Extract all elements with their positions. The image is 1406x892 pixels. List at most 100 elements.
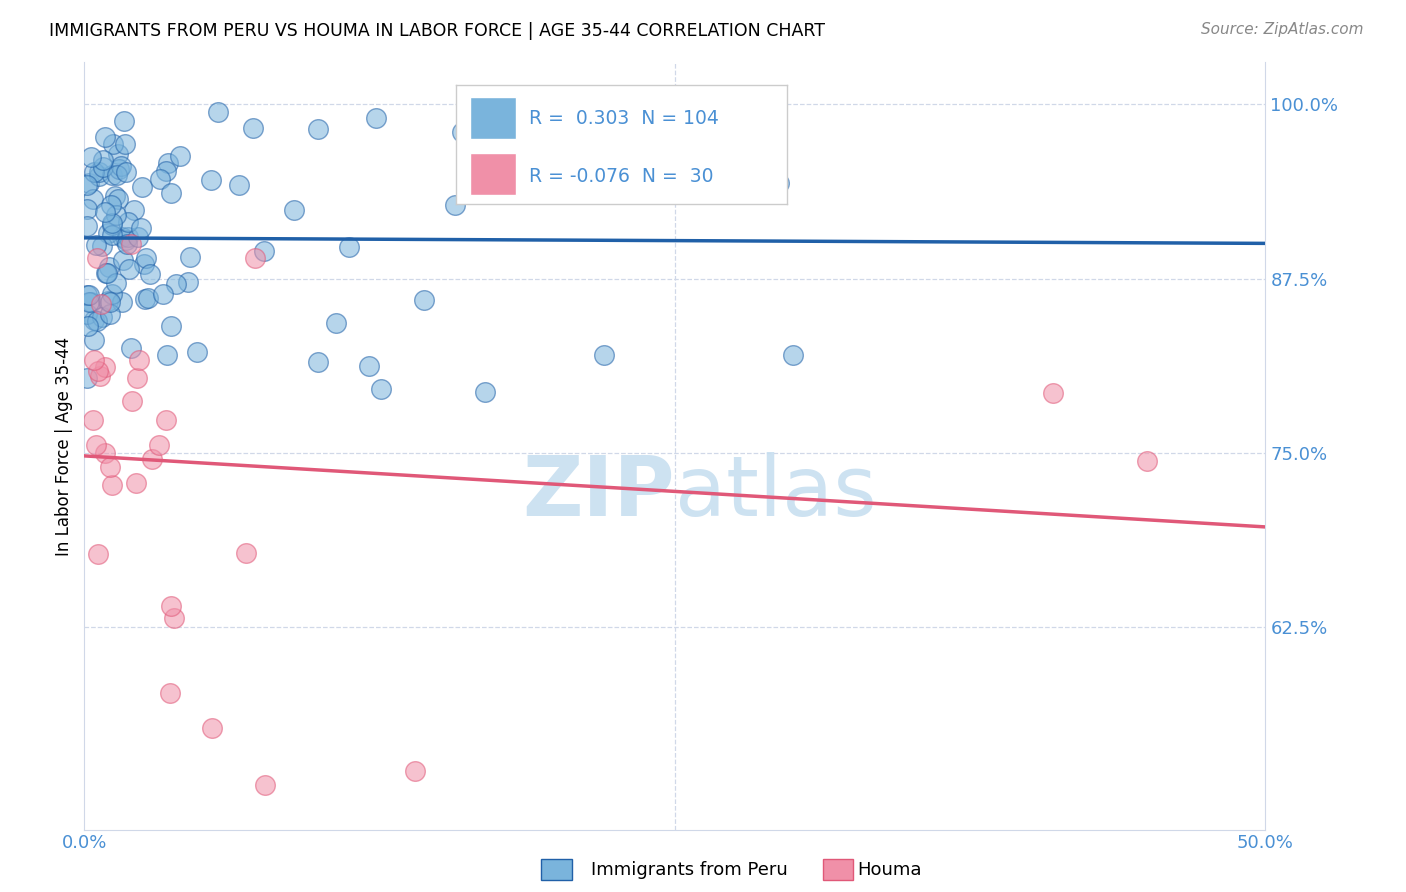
Point bbox=[76, 202, 98, 216]
Point bbox=[83, 165, 105, 179]
Point bbox=[122, 203, 145, 218]
Point bbox=[100, 287, 122, 301]
Point bbox=[359, 359, 381, 373]
Point bbox=[100, 216, 122, 230]
Point bbox=[111, 230, 134, 244]
Point bbox=[135, 251, 157, 265]
Point bbox=[83, 312, 105, 326]
Point bbox=[110, 295, 132, 310]
Point bbox=[155, 164, 177, 178]
Point bbox=[165, 277, 187, 291]
Point bbox=[111, 253, 134, 268]
Point bbox=[96, 267, 118, 281]
Point bbox=[76, 319, 98, 334]
Point bbox=[131, 180, 153, 194]
Point bbox=[148, 438, 170, 452]
Point bbox=[108, 161, 131, 176]
Point bbox=[370, 382, 392, 396]
Point bbox=[89, 368, 111, 383]
Point bbox=[93, 160, 115, 174]
Point bbox=[283, 202, 305, 217]
Text: Houma: Houma bbox=[858, 861, 922, 879]
Point bbox=[176, 276, 198, 290]
Text: Source: ZipAtlas.com: Source: ZipAtlas.com bbox=[1201, 22, 1364, 37]
Point bbox=[86, 251, 108, 265]
Point bbox=[89, 165, 111, 179]
Point bbox=[121, 394, 143, 409]
Point bbox=[235, 546, 257, 560]
Point bbox=[82, 413, 104, 427]
Point bbox=[76, 371, 98, 385]
Point bbox=[254, 777, 277, 791]
Point bbox=[156, 156, 179, 170]
Point bbox=[160, 186, 183, 200]
Point bbox=[76, 307, 98, 321]
Point bbox=[228, 178, 250, 192]
Point bbox=[768, 176, 790, 190]
Text: ZIP: ZIP bbox=[523, 451, 675, 533]
Point bbox=[186, 345, 208, 359]
Point bbox=[100, 307, 122, 321]
Point bbox=[90, 310, 112, 324]
Point bbox=[77, 176, 100, 190]
Point bbox=[98, 295, 121, 310]
Point bbox=[149, 172, 172, 186]
Point bbox=[159, 685, 181, 699]
Point bbox=[114, 165, 136, 179]
Point bbox=[253, 244, 276, 259]
Point bbox=[86, 314, 108, 328]
Point bbox=[101, 169, 124, 183]
Point bbox=[128, 352, 150, 367]
Point bbox=[94, 204, 117, 219]
Point bbox=[94, 446, 117, 460]
Point bbox=[243, 251, 266, 265]
Point bbox=[242, 121, 264, 136]
Point bbox=[107, 147, 129, 161]
Y-axis label: In Labor Force | Age 35-44: In Labor Force | Age 35-44 bbox=[55, 336, 73, 556]
Point bbox=[155, 413, 177, 427]
Point bbox=[80, 150, 103, 164]
Point bbox=[201, 721, 224, 735]
Point bbox=[120, 341, 142, 355]
Point bbox=[134, 292, 156, 306]
Point bbox=[101, 227, 124, 242]
Point bbox=[413, 293, 436, 308]
Point bbox=[120, 237, 142, 252]
Point bbox=[82, 192, 104, 206]
Point bbox=[131, 221, 153, 235]
Point bbox=[115, 236, 138, 251]
Point bbox=[79, 288, 101, 302]
Text: Immigrants from Peru: Immigrants from Peru bbox=[591, 861, 787, 879]
Point bbox=[132, 257, 155, 271]
Point bbox=[97, 293, 120, 308]
Point bbox=[105, 168, 128, 182]
Point bbox=[115, 233, 138, 247]
Point bbox=[104, 276, 127, 290]
Point bbox=[96, 266, 118, 280]
Point bbox=[83, 333, 105, 347]
Point bbox=[141, 452, 163, 467]
Point bbox=[98, 260, 121, 275]
Point bbox=[404, 764, 426, 778]
Point bbox=[782, 348, 804, 362]
Point bbox=[87, 169, 110, 183]
Point bbox=[84, 238, 107, 252]
Point bbox=[307, 355, 329, 369]
Point bbox=[93, 130, 115, 145]
Point bbox=[112, 113, 135, 128]
Point bbox=[117, 215, 139, 229]
Point bbox=[104, 188, 127, 202]
Point bbox=[117, 230, 139, 244]
Point bbox=[307, 122, 329, 136]
Point bbox=[159, 599, 181, 613]
Point bbox=[100, 198, 122, 212]
Point bbox=[474, 385, 496, 400]
Point bbox=[79, 294, 101, 309]
Point bbox=[125, 371, 148, 385]
Point bbox=[1136, 454, 1159, 468]
Point bbox=[593, 348, 616, 362]
Point bbox=[125, 476, 148, 491]
Point bbox=[325, 316, 347, 330]
Point bbox=[136, 291, 159, 305]
Point bbox=[103, 137, 125, 152]
